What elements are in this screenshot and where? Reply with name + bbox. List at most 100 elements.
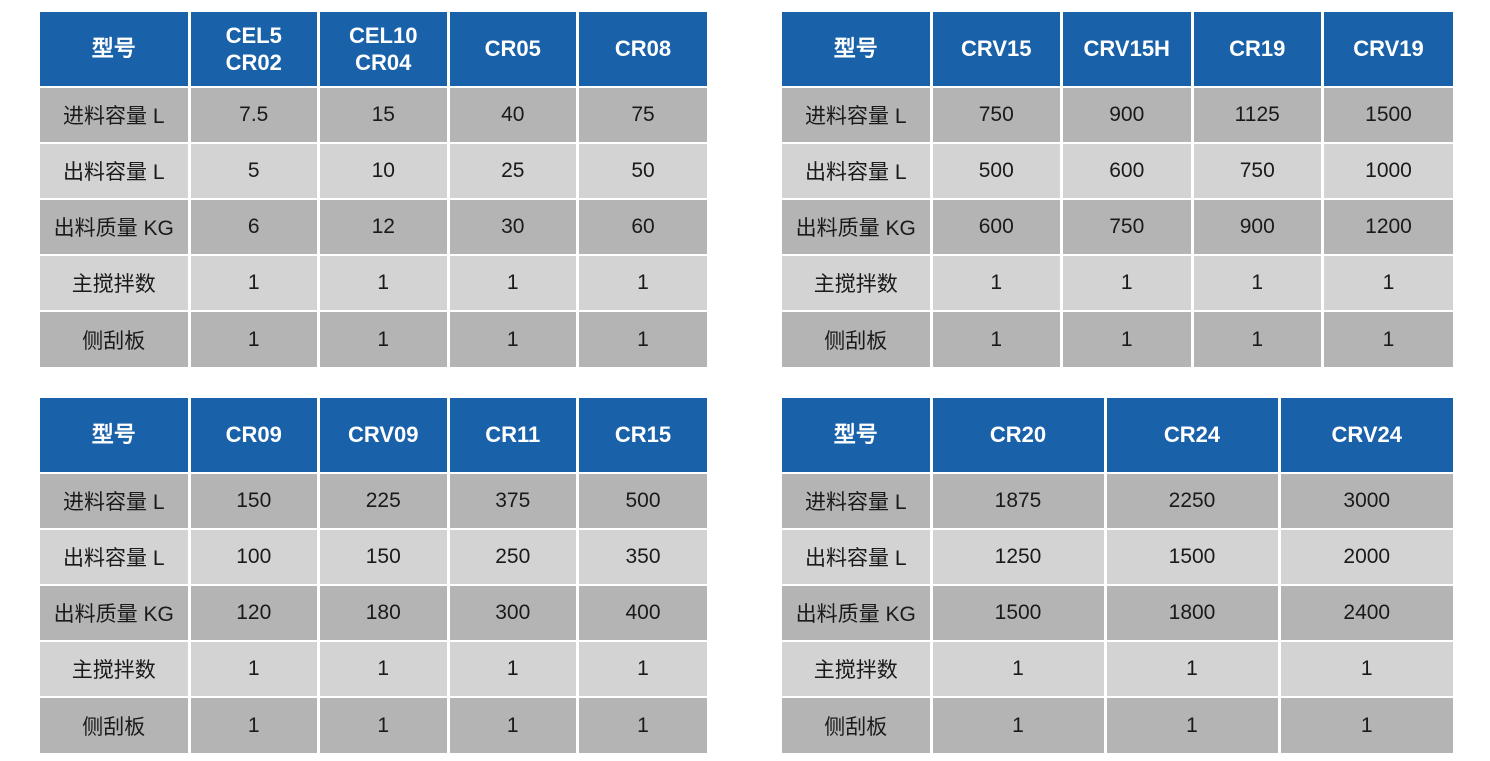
spec-value-cell: 100: [187, 528, 319, 585]
model-column-header: 型号: [782, 12, 931, 87]
spec-row: 侧刮板 1 1 1 1: [782, 310, 1453, 367]
spec-value-cell: 500: [929, 142, 1062, 199]
spec-row: 主搅拌数 1 1 1 1: [782, 254, 1453, 311]
spec-value-cell: 1: [187, 254, 319, 311]
model-name-header: CR05: [446, 12, 578, 87]
header-row: 型号 CR20 CR24 CRV24: [782, 398, 1453, 473]
spec-value-cell: 1: [576, 640, 707, 697]
spec-row: 出料容量 L 500 600 750 1000: [782, 142, 1453, 199]
spec-row: 出料容量 L 1250 1500 2000: [782, 528, 1453, 585]
model-name-header: CEL5 CR02: [187, 12, 319, 87]
spec-value-cell: 2250: [1103, 472, 1279, 529]
spec-value-cell: 1: [187, 310, 319, 367]
spec-value-cell: 120: [187, 584, 319, 641]
model-name-header: CRV15: [929, 12, 1062, 87]
spec-row-label: 侧刮板: [782, 310, 931, 367]
spec-table-cr09-cr15: 型号 CR09 CRV09 CR11 CR15 进料容量 L 150 225 375 500 出料容…: [40, 398, 707, 753]
spec-value-cell: 300: [446, 584, 578, 641]
spec-row-label: 进料容量 L: [40, 86, 189, 143]
spec-value-cell: 1200: [1321, 198, 1453, 255]
spec-row-label: 进料容量 L: [782, 86, 931, 143]
model-name-header: CR15: [576, 398, 707, 473]
spec-row: 主搅拌数 1 1 1: [782, 640, 1453, 697]
header-row: 型号 CRV15 CRV15H CR19 CRV19: [782, 12, 1453, 87]
spec-row-label: 出料质量 KG: [40, 198, 189, 255]
spec-value-cell: 900: [1190, 198, 1323, 255]
spec-value-cell: 400: [576, 584, 707, 641]
spec-row: 主搅拌数 1 1 1 1: [40, 254, 707, 311]
spec-row: 进料容量 L 150 225 375 500: [40, 472, 707, 529]
model-name-header: CRV24: [1277, 398, 1453, 473]
spec-row: 出料容量 L 100 150 250 350: [40, 528, 707, 585]
spec-value-cell: 1: [446, 640, 578, 697]
spec-value-cell: 600: [929, 198, 1062, 255]
spec-value-cell: 350: [576, 528, 707, 585]
spec-value-cell: 1: [1060, 310, 1192, 367]
spec-value-cell: 150: [317, 528, 448, 585]
spec-value-cell: 1500: [1321, 86, 1453, 143]
spec-value-cell: 1: [1060, 254, 1192, 311]
spec-row-label: 出料质量 KG: [782, 198, 931, 255]
spec-value-cell: 180: [317, 584, 448, 641]
spec-value-cell: 1: [187, 696, 319, 753]
spec-row-label: 进料容量 L: [782, 472, 931, 529]
spec-value-cell: 1: [446, 696, 578, 753]
spec-value-cell: 2400: [1277, 584, 1453, 641]
spec-row: 主搅拌数 1 1 1 1: [40, 640, 707, 697]
spec-value-cell: 1: [1321, 310, 1453, 367]
spec-value-cell: 375: [446, 472, 578, 529]
spec-table-cel5-cr08: 型号 CEL5 CR02 CEL10 CR04 CR05 CR08 进料容量 L 7.5 15…: [40, 12, 707, 367]
spec-value-cell: 40: [446, 86, 578, 143]
spec-value-cell: 750: [1060, 198, 1192, 255]
spec-value-cell: 1: [1190, 310, 1323, 367]
spec-value-cell: 2000: [1277, 528, 1453, 585]
model-name-header: CR20: [929, 398, 1105, 473]
model-name-header: CEL10 CR04: [317, 12, 448, 87]
spec-row: 出料质量 KG 120 180 300 400: [40, 584, 707, 641]
spec-value-cell: 1000: [1321, 142, 1453, 199]
spec-value-cell: 1: [1103, 640, 1279, 697]
spec-value-cell: 1: [576, 254, 707, 311]
spec-value-cell: 150: [187, 472, 319, 529]
spec-value-cell: 30: [446, 198, 578, 255]
spec-row-label: 出料容量 L: [782, 142, 931, 199]
spec-row: 侧刮板 1 1 1: [782, 696, 1453, 753]
spec-row-label: 主搅拌数: [782, 254, 931, 311]
spec-value-cell: 15: [317, 86, 448, 143]
spec-row: 出料容量 L 5 10 25 50: [40, 142, 707, 199]
spec-row: 进料容量 L 1875 2250 3000: [782, 472, 1453, 529]
spec-value-cell: 1125: [1190, 86, 1323, 143]
spec-row: 出料质量 KG 1500 1800 2400: [782, 584, 1453, 641]
model-name-header: CRV09: [317, 398, 448, 473]
spec-tables-grid: 型号 CEL5 CR02 CEL10 CR04 CR05 CR08 进料容量 L 7.5 15…: [40, 12, 1453, 753]
model-column-header: 型号: [782, 398, 931, 473]
spec-value-cell: 225: [317, 472, 448, 529]
spec-value-cell: 1: [929, 640, 1105, 697]
header-row: 型号 CR09 CRV09 CR11 CR15: [40, 398, 707, 473]
spec-value-cell: 500: [576, 472, 707, 529]
model-name-header: CRV15H: [1060, 12, 1192, 87]
model-name-header: CR08: [576, 12, 707, 87]
spec-value-cell: 900: [1060, 86, 1192, 143]
model-column-header: 型号: [40, 12, 189, 87]
spec-value-cell: 12: [317, 198, 448, 255]
spec-value-cell: 1: [1277, 640, 1453, 697]
spec-row-label: 出料质量 KG: [782, 584, 931, 641]
spec-value-cell: 10: [317, 142, 448, 199]
spec-value-cell: 750: [929, 86, 1062, 143]
spec-value-cell: 75: [576, 86, 707, 143]
spec-value-cell: 1: [317, 696, 448, 753]
spec-value-cell: 1: [317, 640, 448, 697]
spec-row: 侧刮板 1 1 1 1: [40, 696, 707, 753]
spec-value-cell: 1500: [1103, 528, 1279, 585]
model-name-header: CR09: [187, 398, 319, 473]
model-name-header: CRV19: [1321, 12, 1453, 87]
spec-value-cell: 250: [446, 528, 578, 585]
header-row: 型号 CEL5 CR02 CEL10 CR04 CR05 CR08: [40, 12, 707, 87]
spec-value-cell: 7.5: [187, 86, 319, 143]
spec-row-label: 出料质量 KG: [40, 584, 189, 641]
spec-row-label: 侧刮板: [40, 310, 189, 367]
spec-value-cell: 1: [1190, 254, 1323, 311]
spec-value-cell: 1: [576, 696, 707, 753]
